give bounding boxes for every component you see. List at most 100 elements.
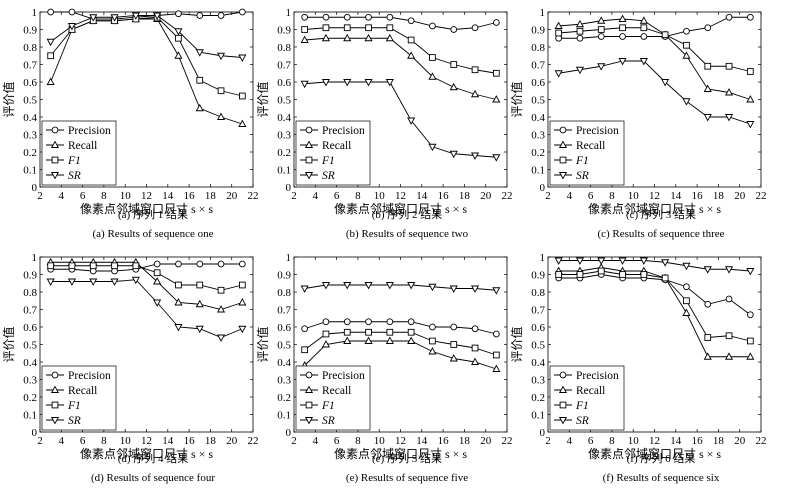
x-tick-label: 4 — [313, 435, 319, 447]
series-line-recall — [558, 267, 751, 358]
point-precision — [217, 260, 225, 268]
caption-en-b: (b) Results of sequence two — [345, 228, 469, 240]
point-recall — [385, 336, 394, 344]
point-f1 — [597, 267, 605, 275]
legend-entry: Precision — [322, 370, 365, 382]
point-recall — [449, 354, 458, 362]
point-f1 — [747, 337, 754, 345]
point-f1 — [471, 66, 479, 74]
point-f1 — [407, 36, 415, 44]
point-sr — [597, 257, 606, 265]
point-sr — [110, 14, 119, 22]
y-axis-label: 评价值 — [1, 326, 16, 362]
point-precision — [471, 24, 479, 32]
point-sr — [46, 38, 55, 47]
point-recall — [385, 33, 394, 42]
legend-marker — [304, 417, 314, 425]
x-tick-label: 10 — [120, 190, 132, 202]
x-tick-label: 22 — [248, 435, 259, 447]
legend-marker — [50, 385, 60, 393]
series-line-f1 — [50, 16, 243, 97]
point-recall — [343, 336, 352, 344]
point-precision — [683, 283, 690, 291]
x-tick-label: 6 — [334, 190, 340, 202]
legend-entry: Recall — [322, 140, 351, 152]
point-precision — [343, 318, 351, 326]
y-tick-label: 0.7 — [23, 60, 37, 72]
point-recall — [343, 33, 352, 42]
x-tick-label: 6 — [334, 435, 340, 447]
point-recall — [238, 119, 247, 127]
point-sr — [554, 257, 563, 265]
y-tick-label: 0.3 — [531, 375, 545, 387]
point-f1 — [640, 271, 648, 278]
x-tick-label: 6 — [80, 190, 86, 202]
point-sr — [682, 98, 691, 106]
x-tick-label: 16 — [692, 190, 704, 202]
point-f1 — [683, 297, 690, 305]
point-sr — [703, 266, 712, 274]
y-tick-label: 0.1 — [277, 410, 291, 422]
y-tick-label: 0.6 — [531, 322, 545, 334]
legend-marker — [51, 401, 59, 409]
y-tick-label: 0.3 — [277, 130, 291, 142]
y-axis-label: 评价值 — [255, 326, 270, 362]
point-f1 — [47, 52, 55, 60]
y-tick-label: 0 — [32, 427, 38, 439]
y-tick-label: 1 — [286, 252, 292, 264]
point-precision — [365, 318, 372, 326]
legend-entry: Precision — [576, 370, 619, 382]
point-f1 — [493, 69, 500, 77]
legend-marker — [559, 401, 567, 409]
point-sr — [661, 79, 670, 87]
x-axis-label: 像素点邻域窗口尺寸 s × s — [334, 202, 467, 216]
point-f1 — [238, 281, 246, 289]
x-tick-label: 8 — [609, 190, 615, 202]
x-tick-label: 18 — [205, 190, 217, 202]
point-recall — [364, 33, 373, 42]
x-tick-label: 12 — [141, 435, 152, 447]
x-tick-label: 14 — [416, 435, 428, 447]
point-recall — [639, 16, 648, 24]
y-tick-label: 0.4 — [23, 357, 37, 369]
point-precision — [322, 13, 330, 21]
x-axis-label: 像素点邻域窗口尺寸 s × s — [588, 447, 721, 461]
point-precision — [301, 325, 309, 333]
point-sr — [385, 79, 394, 87]
legend-marker — [50, 172, 60, 180]
point-precision — [301, 13, 309, 21]
y-tick-label: 0.2 — [531, 392, 545, 404]
point-f1 — [386, 328, 394, 336]
point-sr — [110, 278, 119, 286]
point-sr — [428, 143, 437, 152]
y-tick-label: 0.2 — [277, 392, 291, 404]
point-recall — [321, 340, 331, 348]
point-recall — [407, 336, 416, 344]
point-recall — [682, 308, 691, 316]
point-f1 — [619, 271, 626, 278]
point-precision — [153, 260, 161, 268]
point-sr — [618, 257, 627, 265]
point-recall — [703, 352, 712, 360]
point-sr — [724, 266, 734, 274]
point-f1 — [555, 29, 563, 37]
point-sr — [554, 70, 563, 78]
y-tick-label: 0.9 — [23, 270, 37, 282]
point-precision — [196, 260, 204, 268]
point-f1 — [704, 334, 712, 341]
point-f1 — [429, 54, 436, 61]
point-sr — [407, 117, 416, 125]
point-precision — [683, 27, 690, 35]
point-recall — [300, 35, 309, 43]
point-precision — [450, 26, 458, 33]
x-tick-label: 14 — [416, 190, 428, 202]
point-f1 — [301, 26, 309, 33]
x-tick-label: 10 — [628, 435, 640, 447]
x-tick-label: 4 — [567, 190, 573, 202]
point-sr — [470, 285, 480, 293]
point-sr — [300, 80, 309, 89]
point-sr — [724, 114, 734, 122]
series-line-precision — [558, 16, 751, 39]
legend-marker — [50, 140, 60, 148]
